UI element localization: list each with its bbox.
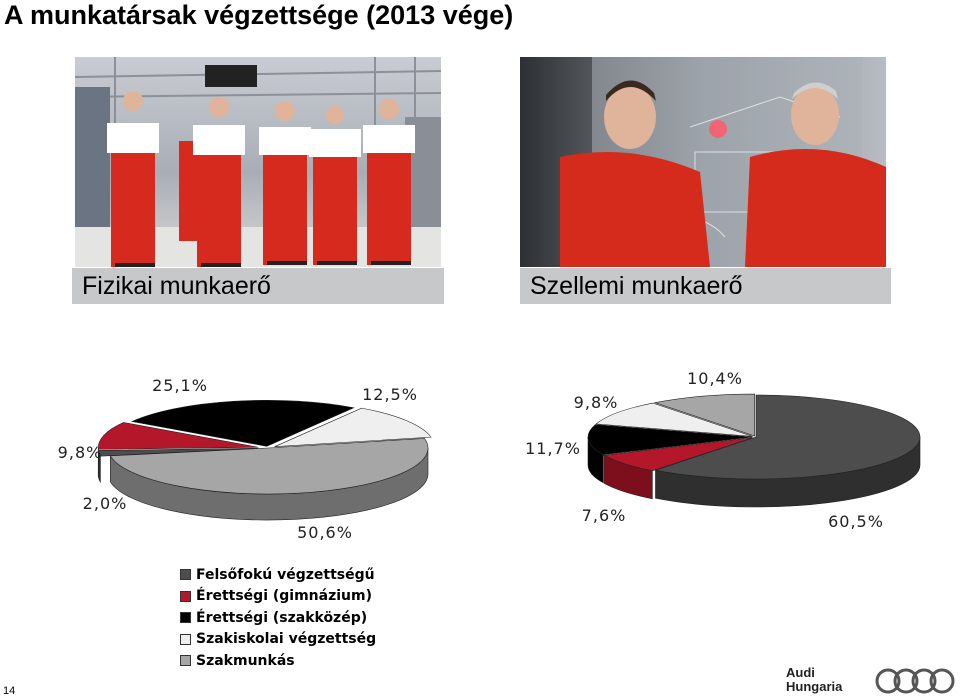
page-title: A munkatársak végzettsége (2013 vége): [4, 0, 514, 30]
physical-workforce-caption: Fizikai munkaerő: [72, 268, 444, 304]
legend-label: Érettségi (gimnázium): [196, 588, 372, 605]
pie-slice-szakmunkas: [109, 438, 429, 495]
pie-label-szakmunkas: 50,6%: [297, 523, 353, 542]
pie-slice-szakkozep: [130, 400, 355, 447]
legend-label: Szakmunkás: [196, 652, 295, 669]
legend-label: Érettségi (szakközép): [196, 609, 368, 626]
legend-label: Felsőfokú végzettségű: [196, 566, 375, 583]
pie-label-szakkozep: 25,1%: [152, 376, 208, 395]
pie-label-szakkozep: 11,7%: [525, 439, 581, 458]
legend-swatch: [180, 569, 191, 581]
legend-swatch: [180, 612, 191, 624]
pie-chart-intellectual: 60,5% 7,6% 11,7% 9,8% 10,4%: [525, 369, 921, 531]
intellectual-workforce-caption: Szellemi munkaerő: [520, 268, 891, 304]
audi-hungaria-logo: Audi Hungaria: [786, 666, 956, 698]
legend-swatch: [180, 590, 191, 602]
pie-label-gimnazium: 7,6%: [582, 506, 627, 525]
logo-line1: Audi: [786, 665, 815, 680]
pie-label-felsofoku: 2,0%: [83, 494, 128, 513]
pie-chart-physical: 2,0% 9,8% 25,1% 12,5% 50,6%: [58, 376, 432, 542]
legend-item-szakiskolai: Szakiskolai végzettség: [180, 629, 376, 651]
page-number: 14: [3, 685, 16, 697]
legend-label: Szakiskolai végzettség: [196, 631, 377, 648]
pie-label-szakiskolai: 9,8%: [574, 393, 619, 412]
pie-label-gimnazium: 9,8%: [58, 443, 103, 462]
pie-slice-felsofoku: [97, 448, 259, 457]
audi-rings-icon: [875, 668, 955, 694]
pie-slice-szakkozep: [587, 424, 753, 456]
logo-text: Audi Hungaria: [786, 666, 842, 694]
pie-label-felsofoku: 60,5%: [828, 512, 884, 531]
pie-slice-felsofoku: [654, 394, 921, 480]
engineers-photo: [520, 57, 886, 267]
chart-legend: Felsőfokú végzettségű Érettségi (gimnázi…: [180, 564, 376, 672]
legend-item-felsofoku: Felsőfokú végzettségű: [180, 564, 376, 586]
factory-workers-photo: [75, 57, 441, 267]
legend-item-szakkozep: Érettségi (szakközép): [180, 607, 376, 629]
pie-slice-szakiskolai: [274, 407, 432, 447]
pie-slice-gimnazium: [603, 437, 753, 472]
pie-label-szakiskolai: 12,5%: [362, 385, 418, 404]
legend-swatch: [180, 655, 191, 667]
pie-slice-szakiskolai: [595, 402, 753, 437]
legend-swatch: [180, 633, 191, 645]
pie-slice-szakmunkas: [653, 393, 756, 437]
legend-item-gimnazium: Érettségi (gimnázium): [180, 586, 376, 608]
legend-item-szakmunkas: Szakmunkás: [180, 650, 376, 672]
pie-label-szakmunkas: 10,4%: [687, 369, 743, 388]
logo-line2: Hungaria: [786, 679, 843, 694]
pie-slice-gimnazium: [98, 422, 259, 450]
